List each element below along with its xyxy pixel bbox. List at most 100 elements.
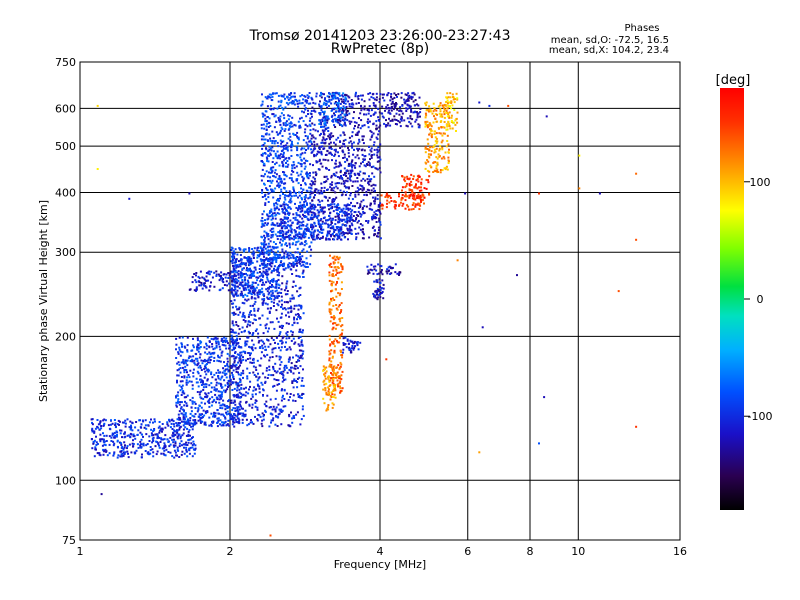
data-point [309, 163, 312, 166]
data-point [355, 232, 357, 235]
data-point [366, 164, 369, 166]
data-point [271, 269, 274, 272]
data-point [129, 435, 132, 438]
data-point [296, 318, 298, 321]
data-point [300, 148, 303, 151]
data-point [398, 274, 400, 276]
data-point [263, 234, 266, 237]
data-point [149, 449, 152, 452]
data-point [265, 156, 268, 159]
data-point [298, 214, 301, 217]
data-point [378, 272, 381, 275]
data-point [163, 442, 166, 445]
data-point [305, 225, 308, 228]
data-point [344, 220, 347, 223]
data-point [279, 218, 282, 221]
data-point [108, 443, 111, 446]
data-point [331, 355, 334, 358]
data-point [371, 217, 373, 220]
data-point [326, 231, 329, 234]
data-point [330, 222, 333, 224]
data-point [253, 318, 256, 321]
data-point [387, 270, 390, 273]
data-point [280, 361, 283, 364]
data-point [261, 160, 263, 162]
data-point [323, 216, 326, 219]
data-point [266, 160, 269, 162]
data-point [233, 273, 236, 276]
data-point [374, 233, 377, 236]
data-point [342, 92, 345, 95]
data-point [241, 267, 244, 270]
data-point [158, 436, 161, 439]
data-point [230, 338, 233, 341]
data-point [291, 294, 294, 297]
data-point [249, 346, 252, 349]
data-point [271, 217, 274, 220]
data-point [337, 203, 340, 206]
data-point [336, 226, 339, 228]
data-point [254, 281, 257, 284]
data-point [326, 100, 329, 103]
data-point [272, 175, 275, 177]
data-point [282, 405, 285, 408]
data-point [337, 375, 340, 378]
data-point [340, 226, 343, 229]
data-point [345, 179, 347, 182]
data-point [266, 377, 269, 379]
data-point [279, 119, 282, 122]
data-point [307, 109, 309, 112]
data-point [270, 295, 273, 298]
data-point [325, 370, 328, 373]
data-point [320, 150, 323, 153]
data-point [141, 453, 143, 456]
data-point [357, 142, 360, 145]
data-point [262, 115, 264, 118]
data-point [321, 111, 324, 113]
data-point [244, 340, 247, 343]
data-point [277, 342, 280, 345]
data-point [284, 174, 287, 177]
data-point [193, 359, 196, 362]
data-point [367, 108, 370, 111]
data-point [299, 396, 302, 399]
data-point [169, 443, 172, 446]
data-point [354, 174, 357, 176]
data-point [297, 393, 300, 396]
data-point [188, 376, 191, 379]
data-point [283, 236, 286, 239]
data-point [275, 285, 278, 288]
data-point [258, 385, 261, 388]
data-point [346, 232, 349, 235]
data-point [215, 275, 218, 277]
data-point [140, 426, 143, 429]
data-point [280, 342, 283, 345]
data-point [372, 183, 375, 186]
data-point [328, 145, 331, 148]
data-point [277, 287, 280, 289]
data-point [285, 146, 288, 149]
data-point [291, 167, 294, 170]
data-point [297, 174, 300, 177]
data-point [262, 242, 265, 245]
data-point [205, 344, 208, 347]
data-point [190, 422, 193, 425]
data-point [302, 188, 305, 191]
data-point [190, 410, 193, 413]
data-point [271, 257, 273, 260]
data-point [344, 138, 347, 141]
data-point [374, 296, 377, 299]
data-point [319, 121, 322, 124]
data-point [195, 274, 197, 277]
data-point [375, 120, 378, 123]
data-point [292, 386, 295, 389]
data-point [328, 232, 331, 235]
data-point [330, 396, 333, 398]
data-point [309, 174, 311, 177]
data-point [202, 360, 205, 362]
data-point [280, 221, 283, 223]
data-point [357, 126, 360, 129]
data-point [307, 145, 310, 148]
data-point [193, 401, 196, 404]
data-point [292, 337, 295, 340]
